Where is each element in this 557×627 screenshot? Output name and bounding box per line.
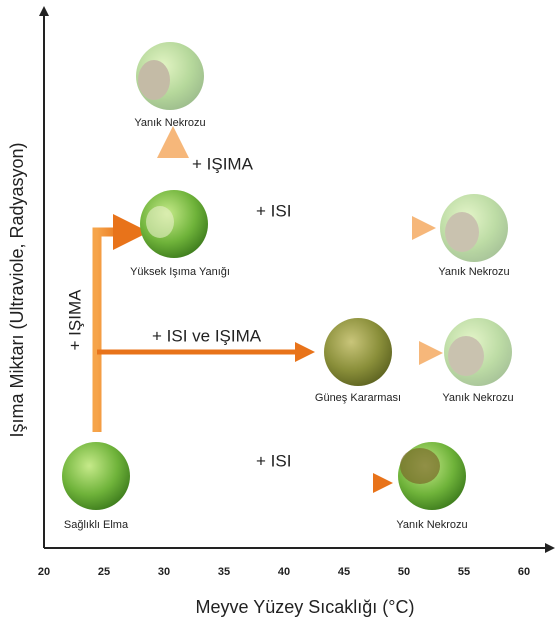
x-axis-label: Meyve Yüzey Sıcaklığı (°C) (196, 597, 415, 617)
apple (444, 318, 512, 386)
x-tick-label: 30 (158, 566, 170, 578)
x-tick-label: 60 (518, 566, 530, 578)
apple (136, 42, 204, 110)
y-arrowhead (39, 6, 49, 16)
apple (440, 194, 508, 262)
node-label: Yüksek Işıma Yanığı (130, 266, 230, 278)
node-label: Güneş Kararması (315, 392, 401, 404)
apple (398, 442, 466, 510)
apple (140, 190, 208, 258)
arrow-label: + IŞIMA (192, 154, 254, 173)
apple (62, 442, 130, 510)
arrow-label: + ISI ve IŞIMA (152, 326, 262, 345)
x-tick-label: 40 (278, 566, 290, 578)
x-tick-label: 50 (398, 566, 410, 578)
x-tick-label: 25 (98, 566, 110, 578)
y-axis-label: Işıma Miktarı (Ultraviole, Radyasyon) (7, 142, 27, 437)
node-label: Yanık Nekrozu (438, 266, 509, 278)
arrow (97, 232, 122, 432)
arrow-label: + IŞIMA (65, 289, 84, 351)
node-label: Yanık Nekrozu (134, 117, 205, 129)
x-tick-label: 55 (458, 566, 470, 578)
x-arrowhead (545, 543, 555, 553)
apple (324, 318, 392, 386)
node-label: Sağlıklı Elma (64, 519, 129, 531)
arrow-label: + ISI (256, 451, 291, 470)
x-tick-label: 35 (218, 566, 230, 578)
x-tick-label: 20 (38, 566, 50, 578)
diagram: 20 25 30 35 40 45 50 55 60 Meyve Yüzey Sıcaklığı… (0, 0, 557, 622)
arrow-label: + ISI (256, 201, 291, 220)
node-label: Yanık Nekrozu (442, 392, 513, 404)
node-label: Yanık Nekrozu (396, 519, 467, 531)
x-ticks: 20 25 30 35 40 45 50 55 60 (38, 566, 530, 578)
x-tick-label: 45 (338, 566, 350, 578)
